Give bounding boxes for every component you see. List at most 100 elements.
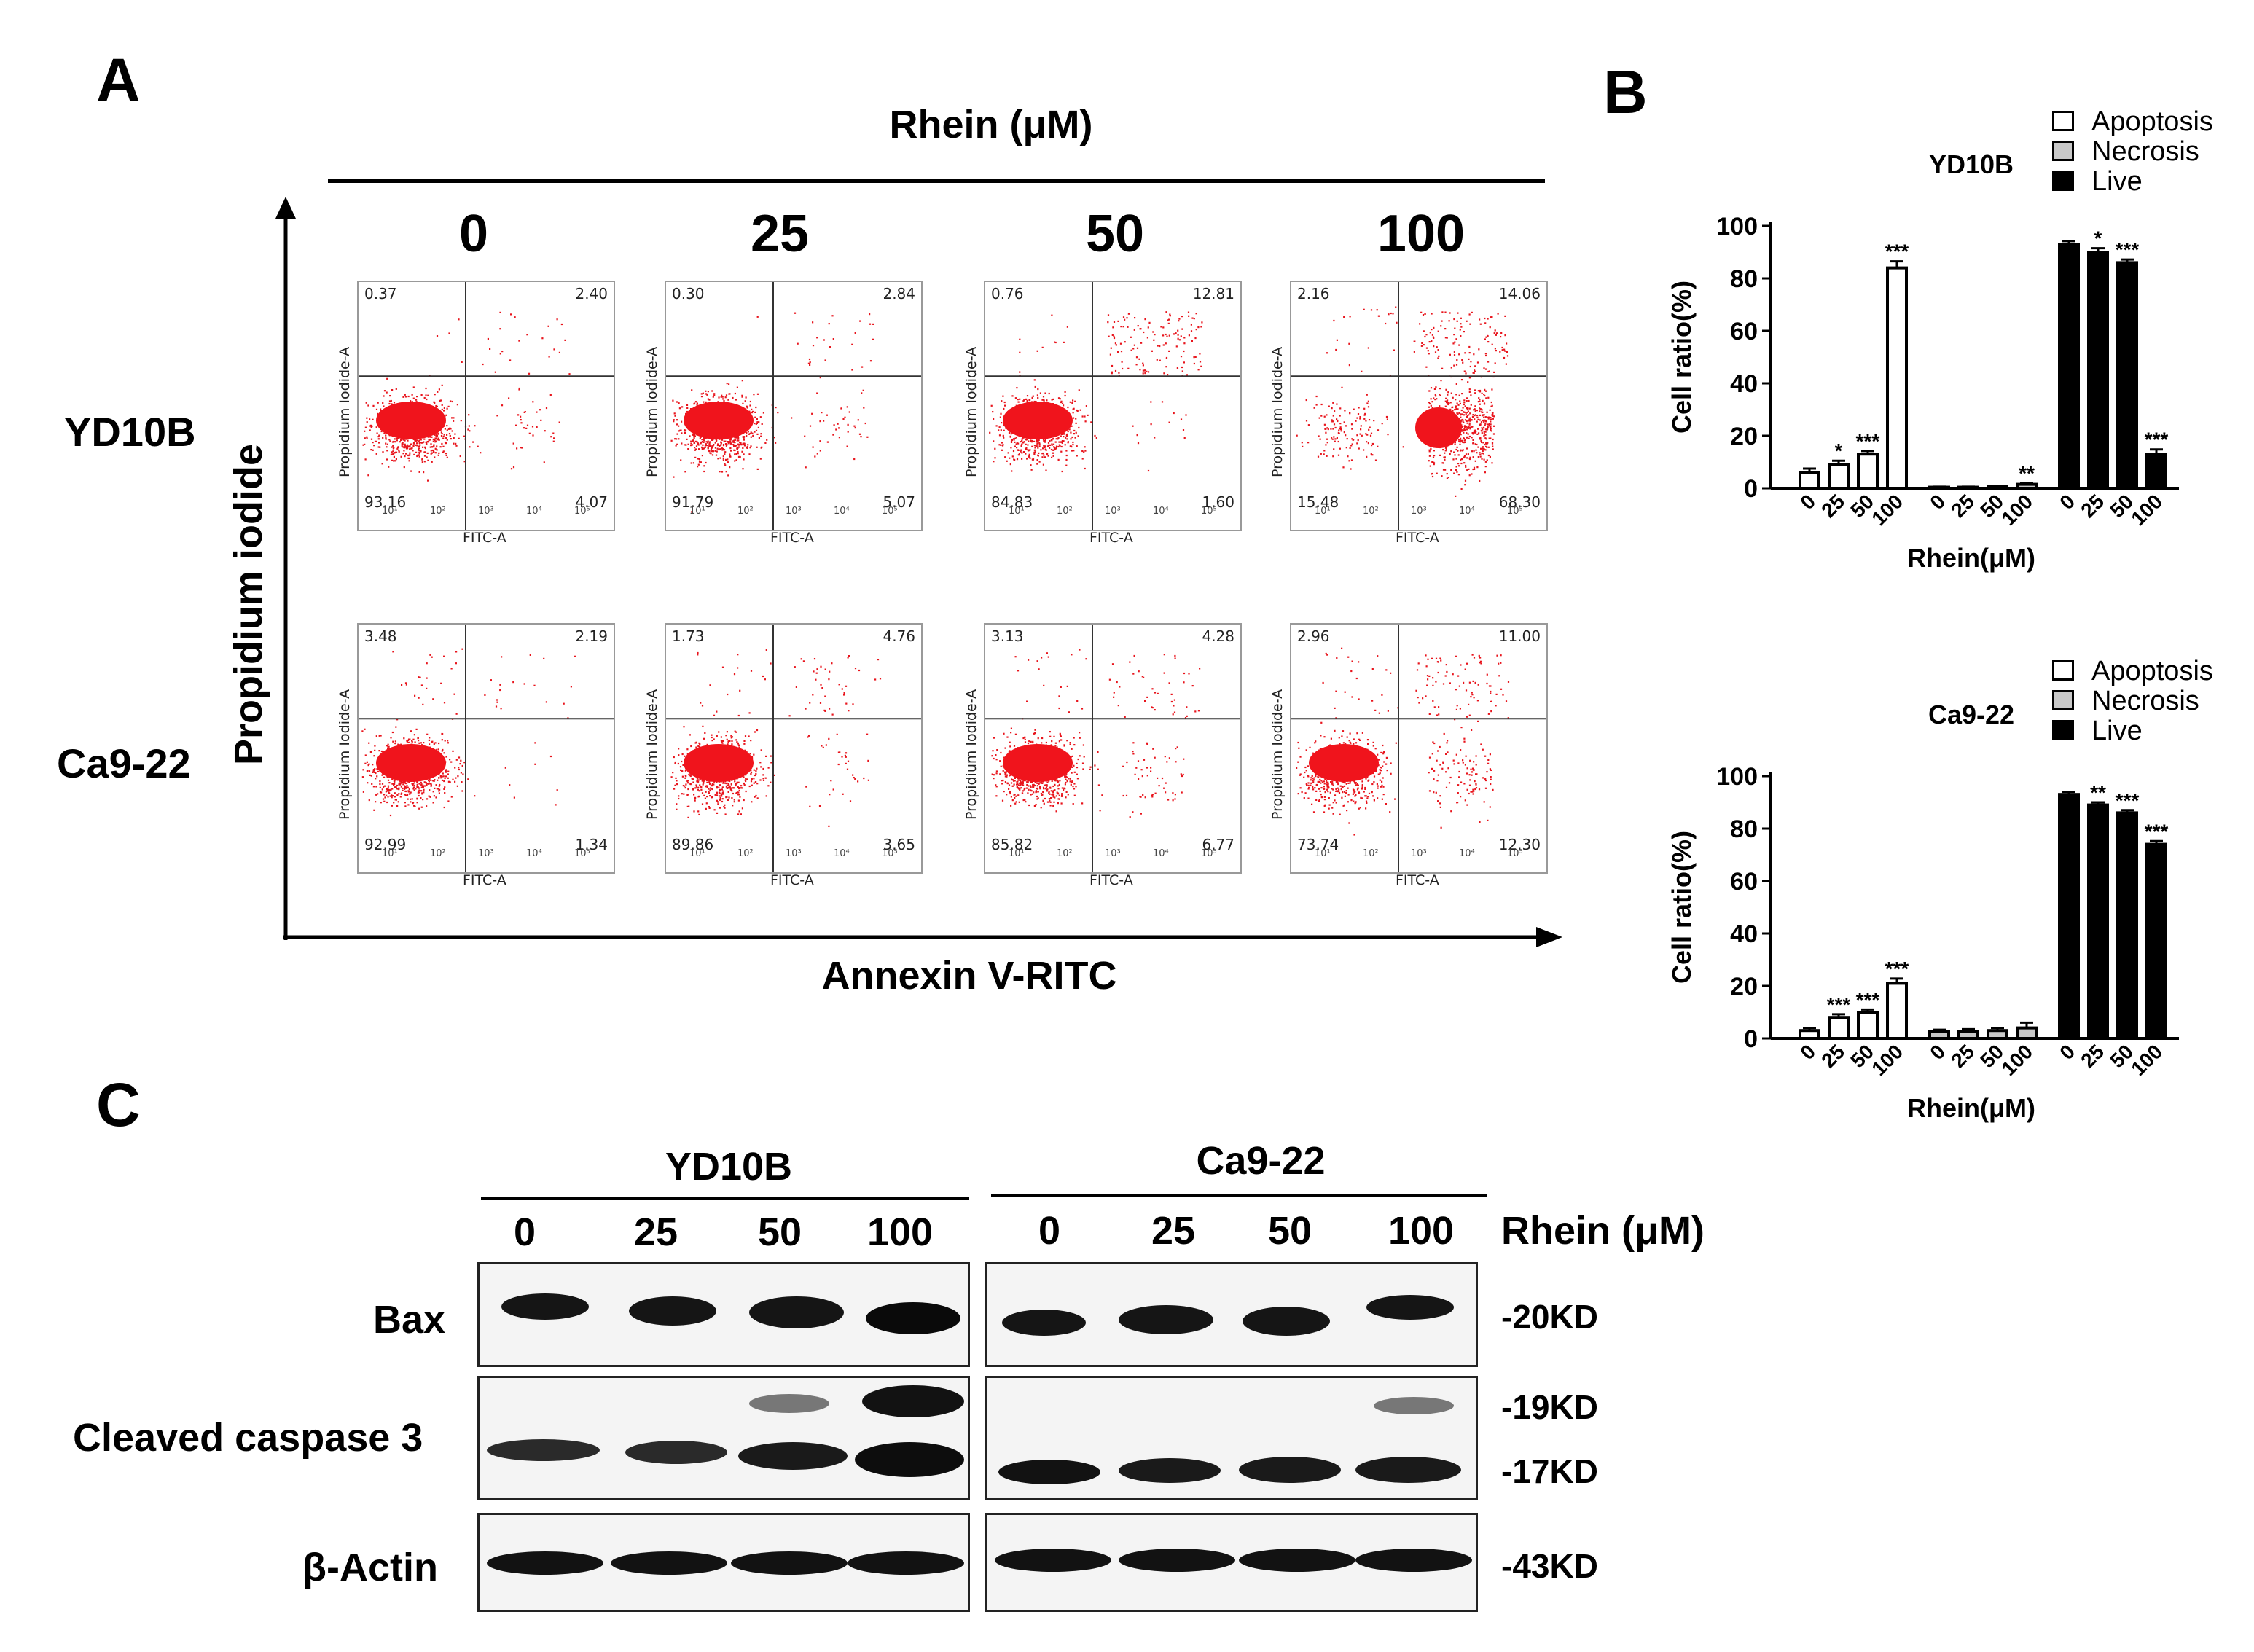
legend-apoptosis-swatch [2052, 111, 2074, 131]
axis-tick-label: 10³ [1411, 506, 1427, 517]
axis-tick-label: 10⁵ [574, 848, 590, 859]
flow-plot: 3.48 2.19 92.99 1.34 10¹ 10² 10³ 10⁴ 10⁵ [357, 623, 615, 874]
cell-population-core [376, 744, 446, 782]
bar [1857, 1011, 1879, 1040]
bar [2116, 261, 2138, 490]
cell-population-core [1003, 402, 1073, 439]
significance-marker: *** [1885, 958, 1909, 980]
axis-tick-label: 10¹ [382, 848, 398, 859]
flow-scatter [1291, 282, 1546, 530]
band [1119, 1549, 1235, 1572]
cell-population-core [684, 744, 754, 782]
significance-marker: *** [1827, 993, 1851, 1016]
plot-y-label: Propidium Iodide-A [337, 689, 353, 820]
quadrant-value-lower-left: 84.83 [991, 493, 1033, 511]
bar [1828, 463, 1850, 490]
quadrant-value-lower-left: 93.16 [364, 493, 407, 511]
flow-plot: 2.16 14.06 15.48 68.30 10¹ 10² 10³ 10⁴ 10⁵ [1290, 281, 1548, 531]
quadrant-value-upper-right: 4.28 [1202, 627, 1234, 645]
x-axis-label: Rhein(μM) [1907, 543, 2035, 573]
legend-apoptosis-label: Apoptosis [2091, 106, 2213, 137]
x-tick-label: 0 [1925, 1040, 1949, 1064]
axis-tick-label: 10⁴ [526, 848, 542, 859]
cell-population-core [1003, 744, 1073, 782]
plot-y-label: Propidium Iodide-A [644, 689, 660, 820]
cell-population-core [1309, 744, 1379, 782]
axis-tick-label: 10¹ [1315, 848, 1331, 859]
x-tick-label: 25 [2076, 1040, 2108, 1072]
axis-tick-label: 10⁴ [526, 506, 542, 517]
x-tick-label: 100 [2126, 490, 2167, 530]
blot-caspase3-ca9-22 [985, 1376, 1478, 1500]
dose-header: 50 [1085, 205, 1145, 263]
band [1239, 1549, 1355, 1572]
quadrant-value-upper-right: 2.19 [575, 627, 608, 645]
bar [1928, 1030, 1950, 1040]
quadrant-value-lower-right: 1.60 [1202, 493, 1234, 511]
protein-label-bax: Bax [373, 1298, 446, 1342]
cell-population-core [376, 402, 446, 439]
axis-tick-label: 10² [1363, 848, 1379, 859]
bar [1886, 266, 1908, 490]
band [862, 1385, 964, 1417]
axis-tick-label: 10² [1057, 506, 1073, 517]
legend-live-swatch [2052, 720, 2074, 740]
flow-scatter [359, 625, 614, 872]
blot-dose-label: 25 [633, 1210, 678, 1254]
bar [2016, 482, 2038, 490]
quadrant-value-lower-right: 6.77 [1202, 836, 1234, 853]
axis-tick-label: 10³ [786, 848, 802, 859]
plot-x-label: FITC-A [1089, 872, 1133, 888]
flow-scatter [666, 282, 921, 530]
x-tick-label: 100 [2126, 1040, 2167, 1080]
blot-dose-label: 100 [1388, 1209, 1455, 1253]
quadrant-value-upper-left: 0.37 [364, 285, 397, 302]
flow-plot: 3.13 4.28 85.82 6.77 10¹ 10² 10³ 10⁴ 10⁵ [984, 623, 1242, 874]
axis-tick-label: 10¹ [1009, 506, 1025, 517]
axis-tick-label: 10⁴ [1153, 848, 1169, 859]
quadrant-value-upper-left: 0.76 [991, 285, 1024, 302]
y-tick-label: 20 [1730, 423, 1758, 450]
marker-label: -43KD [1501, 1547, 1598, 1585]
significance-marker: *** [2116, 238, 2140, 261]
significance-marker: * [1835, 439, 1843, 462]
blot-dose-label: 0 [1038, 1209, 1061, 1253]
blot-dose-label: 0 [513, 1210, 536, 1254]
plot-y-label: Propidium Iodide-A [963, 346, 979, 477]
blot-treatment-label: Rhein (μM) [1501, 1209, 1705, 1253]
bar [1828, 1016, 1850, 1041]
plot-y-label: Propidium Iodide-A [963, 689, 979, 820]
panel-a-treatment-label: Rhein (μM) [889, 103, 1093, 146]
band [1119, 1458, 1221, 1483]
legend-necrosis-label: Necrosis [2091, 686, 2199, 716]
legend-live-label: Live [2091, 716, 2143, 746]
quadrant-value-lower-left: 89.86 [672, 836, 714, 853]
blot-bax-ca9-22 [985, 1262, 1478, 1367]
flow-scatter [359, 282, 614, 530]
plot-x-label: FITC-A [463, 530, 506, 546]
y-tick-label: 0 [1744, 475, 1758, 503]
significance-marker: *** [1885, 240, 1909, 263]
y-tick-label: 40 [1730, 370, 1758, 398]
y-tick-label: 60 [1730, 318, 1758, 345]
quadrant-value-lower-left: 73.74 [1297, 836, 1339, 853]
marker-label: -19KD [1501, 1388, 1598, 1426]
flow-scatter [985, 625, 1240, 872]
plot-x-label: FITC-A [1396, 872, 1439, 888]
quadrant-value-lower-right: 3.65 [883, 836, 915, 853]
band [625, 1441, 727, 1464]
significance-marker: *** [2145, 820, 2169, 842]
blot-dose-label: 100 [866, 1210, 934, 1254]
axis-tick-label: 10² [430, 848, 446, 859]
bar [1886, 982, 1908, 1040]
band [749, 1394, 829, 1413]
x-tick-label: 100 [1867, 1040, 1907, 1080]
plot-x-label: FITC-A [770, 872, 814, 888]
x-tick-label: 25 [1946, 490, 1979, 522]
significance-marker: * [2094, 227, 2102, 250]
flow-plot: 0.76 12.81 84.83 1.60 10¹ 10² 10³ 10⁴ 10⁵ [984, 281, 1242, 531]
x-tick-label: 25 [1817, 1040, 1849, 1072]
axis-tick-label: 10⁵ [882, 506, 898, 517]
y-tick-label: 100 [1716, 213, 1758, 240]
flow-plot: 0.30 2.84 91.79 5.07 10¹ 10² 10³ 10⁴ 10⁵ [665, 281, 923, 531]
